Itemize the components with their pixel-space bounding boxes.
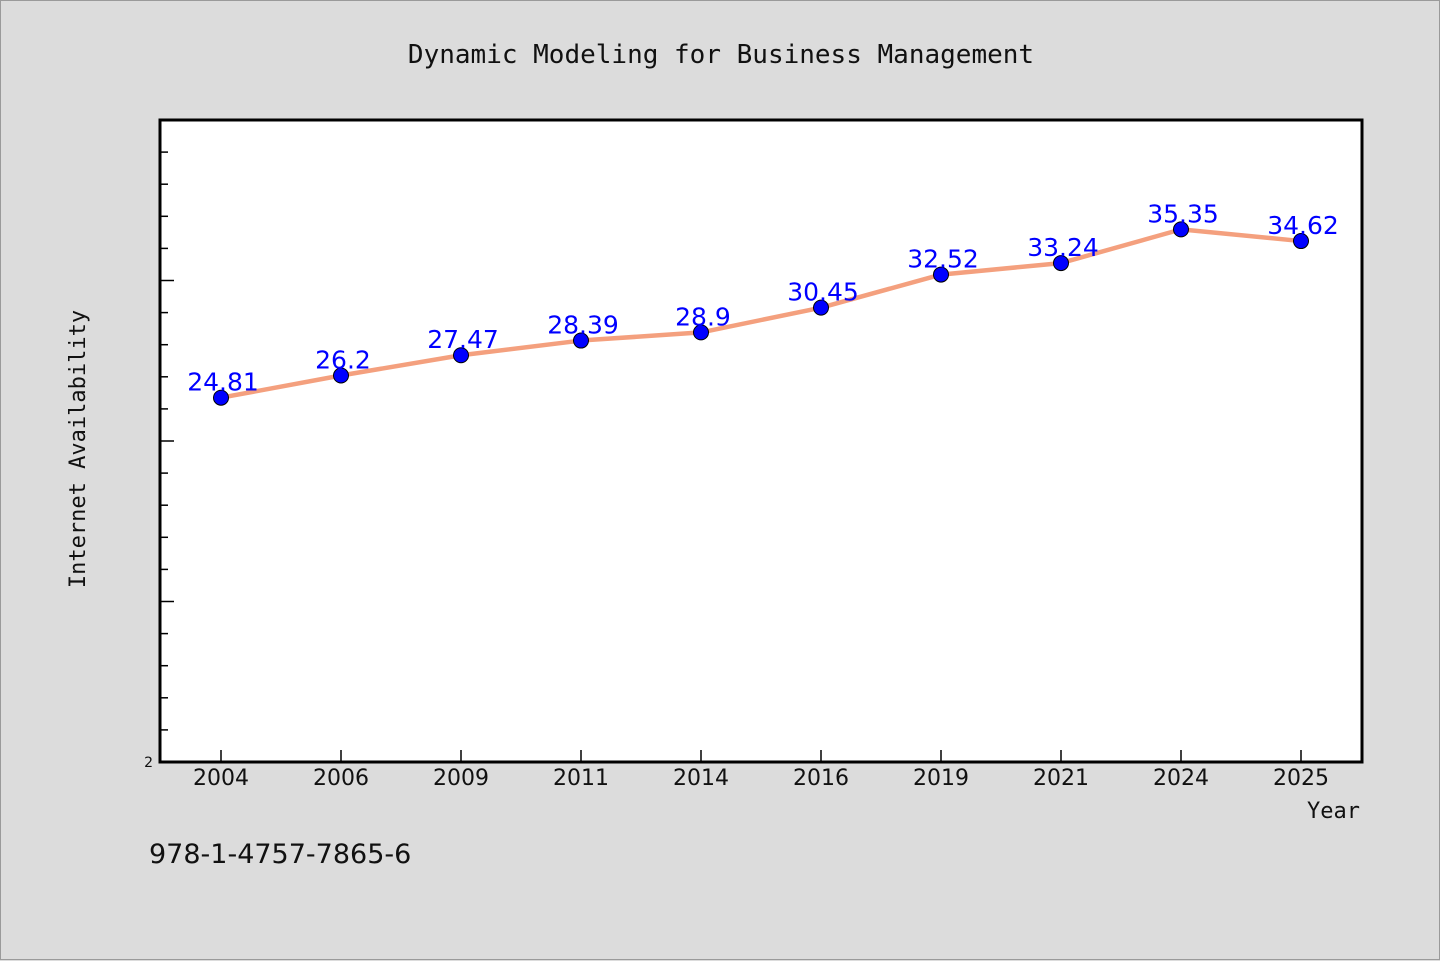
data-point [1053,255,1069,272]
x-tick-label: 2024 [1153,766,1209,791]
data-point [573,332,589,349]
data-point [333,367,349,384]
x-tick-label: 2014 [673,766,729,791]
data-point [813,299,829,316]
x-axis-label: Year [1307,799,1360,824]
x-axis-ticks: 2004 2006 2009 2011 2014 2016 2019 2021 2024 2025 [193,750,1329,791]
data-point [213,389,229,406]
data-label: 30.45 [787,278,859,307]
x-tick-label: 2019 [913,766,969,791]
y-tick-label: 2 [144,755,153,771]
x-tick-label: 2009 [433,766,489,791]
x-tick-label: 2006 [313,766,369,791]
y-axis-ticks: 2 [144,151,174,771]
data-label: 27.47 [427,325,499,354]
data-label: 32.52 [907,245,979,274]
series-line [220,227,1302,400]
chart-title: Dynamic Modeling for Business Management [408,40,1034,70]
data-label: 28.39 [547,311,619,340]
data-label: 35.35 [1147,199,1219,228]
x-tick-label: 2021 [1033,766,1089,791]
data-label: 33.24 [1027,233,1099,262]
data-point [693,324,709,341]
x-tick-label: 2016 [793,766,849,791]
plot-area [158,118,1364,764]
data-point [453,347,469,364]
series-layer: 24.81 26.2 27.47 28.39 28.9 30.45 32.52 33.24 35… [187,199,1339,406]
x-tick-label: 2004 [193,766,249,791]
y-axis-label: Internet Availability [66,310,91,588]
data-label: 24.81 [187,368,259,397]
data-label: 28.9 [675,302,731,331]
data-point [933,266,949,283]
x-tick-label: 2011 [553,766,609,791]
isbn-text: 978-1-4757-7865-6 [149,839,411,870]
x-tick-label: 2025 [1273,766,1329,791]
data-label: 26.2 [315,346,371,375]
data-point [1173,221,1189,238]
data-label: 34.62 [1267,211,1339,240]
data-point [1293,233,1309,250]
